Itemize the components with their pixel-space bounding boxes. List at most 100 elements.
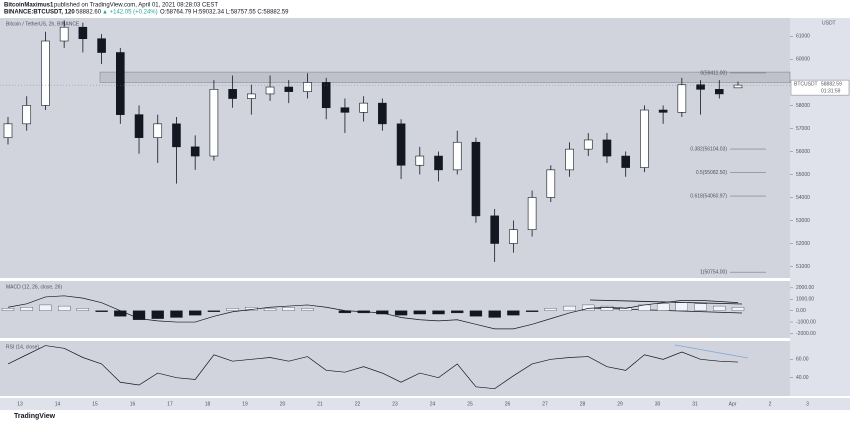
candle-body <box>434 155 443 171</box>
x-tick-label: 29 <box>617 401 623 407</box>
price-tag-symbol: BTCUSDT <box>794 81 818 87</box>
x-tick-label: 17 <box>167 401 173 407</box>
candle-body <box>602 139 612 157</box>
x-tick-label: 20 <box>280 401 286 407</box>
candle-body <box>415 155 425 166</box>
x-tick-label: Apr <box>729 401 737 407</box>
candle-body <box>22 105 32 125</box>
change: ▲ +142.05 (+0.24%) <box>102 10 158 16</box>
macd-histogram-bar <box>451 310 464 314</box>
candle-body <box>265 86 275 95</box>
macd-histogram-bar <box>263 308 277 311</box>
fib-label: 1(50754.00) <box>700 269 727 275</box>
y-tick-label: 61000 <box>796 34 810 40</box>
candle-body <box>303 82 312 92</box>
macd-histogram-bar <box>675 302 688 311</box>
fib-label: 0(59411.00) <box>700 70 727 76</box>
x-tick-label: 25 <box>467 401 473 407</box>
y-tick-label: 60000 <box>796 57 810 63</box>
author: BitcoinMaximus1 <box>4 3 54 9</box>
main-pane <box>0 18 790 278</box>
candle-body <box>378 102 387 125</box>
x-tick-label: 31 <box>692 401 698 407</box>
candle-body <box>340 107 350 113</box>
candle-body <box>41 40 50 106</box>
candle-body <box>490 215 499 244</box>
candle-body <box>78 26 88 40</box>
x-tick-label: 28 <box>580 401 586 407</box>
fib-label: 0.618(54060.97) <box>690 193 727 199</box>
macd-histogram-bar <box>432 310 445 315</box>
price-axis <box>790 18 850 396</box>
macd-histogram-bar <box>226 308 239 311</box>
candle-body <box>359 102 368 113</box>
macd-title: MACD (12, 26, close, 26) <box>6 284 62 290</box>
candle-body <box>153 123 163 138</box>
candle-body <box>284 86 294 92</box>
macd-histogram-bar <box>58 305 71 311</box>
candle-body <box>640 109 649 168</box>
fib-label: 0.382(56104.03) <box>690 146 727 152</box>
x-tick-label: 26 <box>505 401 511 407</box>
x-tick-label: 22 <box>355 401 361 407</box>
y-tick-label: 2000.00 <box>796 285 814 291</box>
unit-label: USDT <box>822 20 836 26</box>
rsi-title: RSI (14, close) <box>6 344 39 350</box>
macd-histogram-bar <box>413 310 426 315</box>
y-tick-label: 54000 <box>796 195 810 201</box>
macd-histogram-bar <box>544 308 557 311</box>
candle-body <box>527 197 537 230</box>
macd-histogram-bar <box>95 310 108 312</box>
macd-histogram-bar <box>394 310 408 316</box>
macd-histogram-bar <box>114 310 127 317</box>
x-tick-label: 18 <box>205 401 211 407</box>
macd-histogram-bar <box>151 310 164 319</box>
price-tag <box>790 79 850 96</box>
macd-histogram-bar <box>713 305 726 311</box>
x-tick-label: 13 <box>17 401 23 407</box>
candle-body <box>97 38 106 53</box>
macd-histogram-bar <box>301 308 314 311</box>
fib-label: 0.5(55082.50) <box>696 170 727 176</box>
candle-body <box>3 123 13 138</box>
y-tick-label: 56000 <box>796 149 810 155</box>
candle-body <box>134 114 144 138</box>
last-price: 58882.60 <box>76 10 102 16</box>
x-tick-label: 30 <box>655 401 661 407</box>
macd-histogram-bar <box>488 310 501 318</box>
x-tick-label: 14 <box>55 401 61 407</box>
macd-histogram-bar <box>731 307 745 311</box>
candle-body <box>190 146 200 157</box>
candle-body <box>471 141 481 217</box>
macd-histogram-bar <box>1 308 15 311</box>
macd-histogram-bar <box>282 307 295 311</box>
candle-body <box>546 169 556 198</box>
candle-body <box>509 229 518 244</box>
x-tick-label: 3 <box>806 401 809 407</box>
y-tick-label: 53000 <box>796 218 810 224</box>
resistance-zone <box>99 71 791 83</box>
macd-histogram-bar <box>39 304 52 311</box>
published: published on TradingView.com, April 01, … <box>54 3 218 9</box>
macd-histogram-bar <box>563 305 576 311</box>
macd-histogram-bar <box>600 305 614 311</box>
macd-histogram-bar <box>507 310 520 316</box>
y-tick-label: 0.00 <box>796 308 806 314</box>
y-tick-label: 57000 <box>796 126 810 132</box>
rsi-line <box>7 345 739 390</box>
candle-body <box>321 82 331 109</box>
macd-histogram-bar <box>132 310 146 320</box>
y-tick-label: 58000 <box>796 103 810 109</box>
candle-body <box>621 155 630 168</box>
y-tick-label: 60.00 <box>796 357 809 363</box>
rsi-pane <box>0 341 790 396</box>
y-tick-label: 52000 <box>796 241 810 247</box>
macd-histogram-bar <box>694 303 707 311</box>
candle-body <box>565 148 574 171</box>
x-tick-label: 15 <box>92 401 98 407</box>
price-tag-countdown: 01:31:59 <box>821 88 841 94</box>
macd-line <box>7 295 739 330</box>
symbol: BINANCE:BTCUSDT, 120 <box>4 10 75 16</box>
brand: TradingView <box>14 413 56 420</box>
